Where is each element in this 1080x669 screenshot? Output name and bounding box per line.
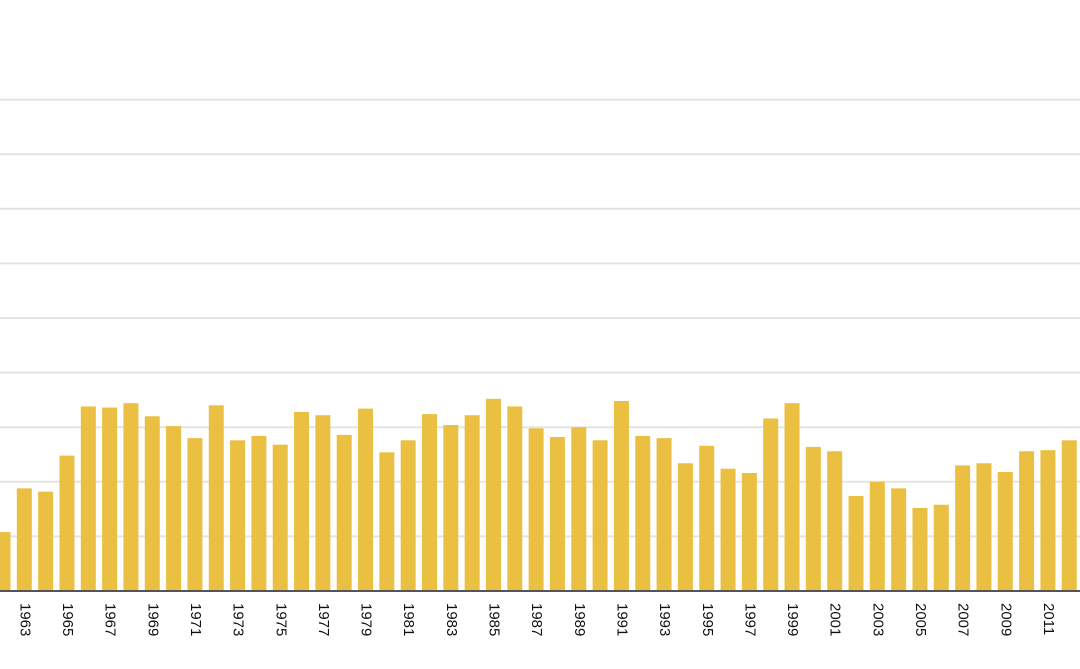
x-tick-label: 2009: [997, 603, 1014, 636]
bar-1978: [336, 434, 352, 591]
bar-1964: [38, 491, 54, 591]
x-tick-label: 1981: [400, 603, 417, 636]
x-tick-label: 2011: [1040, 603, 1057, 635]
bar-1984: [464, 415, 480, 591]
bar-1975: [272, 444, 288, 591]
bar-2010: [1019, 451, 1035, 591]
bar-2009: [997, 471, 1013, 591]
x-tick-label: 1975: [272, 603, 289, 636]
bar-1995: [699, 445, 715, 591]
x-tick-label: 1993: [656, 603, 673, 636]
bar-1994: [677, 463, 693, 591]
x-tick-label: 2003: [869, 603, 886, 636]
bar-1976: [294, 411, 310, 591]
bar-1970: [166, 426, 182, 591]
bar-2000: [805, 446, 821, 591]
bar-1980: [379, 452, 395, 591]
x-tick-label: 1965: [59, 603, 76, 636]
bar-2011: [1040, 450, 1056, 591]
x-tick-label: 1963: [16, 603, 33, 636]
bar-1989: [571, 427, 587, 591]
bar-1973: [230, 440, 246, 591]
x-tick-label: 1983: [443, 603, 460, 636]
bar-1999: [784, 403, 800, 591]
x-tick-label: 1989: [571, 603, 588, 636]
bar-1998: [763, 418, 779, 591]
x-tick-label: 1991: [613, 603, 630, 636]
x-tick-label: 1967: [102, 603, 119, 636]
bar-2001: [827, 451, 843, 591]
x-tick-label: 2005: [912, 603, 929, 636]
bar-1993: [656, 438, 672, 591]
bar-2004: [891, 488, 907, 591]
bar-1979: [358, 408, 374, 591]
x-tick-label: 1971: [187, 603, 204, 636]
x-tick-label: 1973: [230, 603, 247, 636]
bar-1972: [208, 405, 224, 591]
bar-1977: [315, 415, 331, 591]
x-tick-label: 2007: [955, 603, 972, 636]
bar-2007: [955, 465, 971, 591]
bar-1997: [741, 473, 757, 591]
bar-2008: [976, 463, 992, 591]
bar-2006: [933, 504, 949, 591]
x-tick-label: 2001: [827, 603, 844, 636]
bar-2012: [1061, 440, 1077, 591]
x-tick-label: 1977: [315, 603, 332, 636]
x-tick-label: 1969: [144, 603, 161, 636]
bar-1982: [422, 414, 437, 591]
bars: [0, 398, 1077, 591]
bar-1969: [144, 416, 160, 591]
bar-1965: [59, 455, 75, 591]
bar-1987: [528, 428, 544, 591]
bar-2003: [869, 481, 885, 591]
bar-1996: [720, 468, 736, 591]
x-tick-label: 1987: [528, 603, 545, 636]
bar-1981: [400, 440, 416, 591]
bar-1983: [443, 425, 459, 591]
bar-1974: [251, 435, 267, 591]
x-tick-labels: 1963 1965 1967 1969 1971 1973 1975 1977 1979 1981…: [16, 603, 1057, 636]
bar-1990: [592, 440, 608, 591]
bar-1986: [507, 406, 523, 591]
bar-1988: [549, 437, 565, 591]
bar-1971: [187, 438, 203, 591]
bar-2002: [848, 495, 864, 591]
x-tick-label: 1997: [741, 603, 758, 636]
bar-1992: [635, 435, 651, 591]
bar-1963: [16, 488, 32, 591]
bar-1962: [0, 532, 11, 591]
bar-1968: [123, 403, 139, 591]
bar-1967: [102, 407, 118, 591]
bar-1966: [80, 406, 96, 591]
bar-1985: [485, 398, 501, 591]
x-tick-label: 1995: [699, 603, 716, 636]
x-tick-label: 1999: [784, 603, 801, 636]
x-tick-label: 1985: [486, 603, 503, 636]
bar-2005: [912, 508, 928, 591]
x-tick-label: 1979: [358, 603, 375, 636]
bar-1991: [613, 400, 629, 591]
